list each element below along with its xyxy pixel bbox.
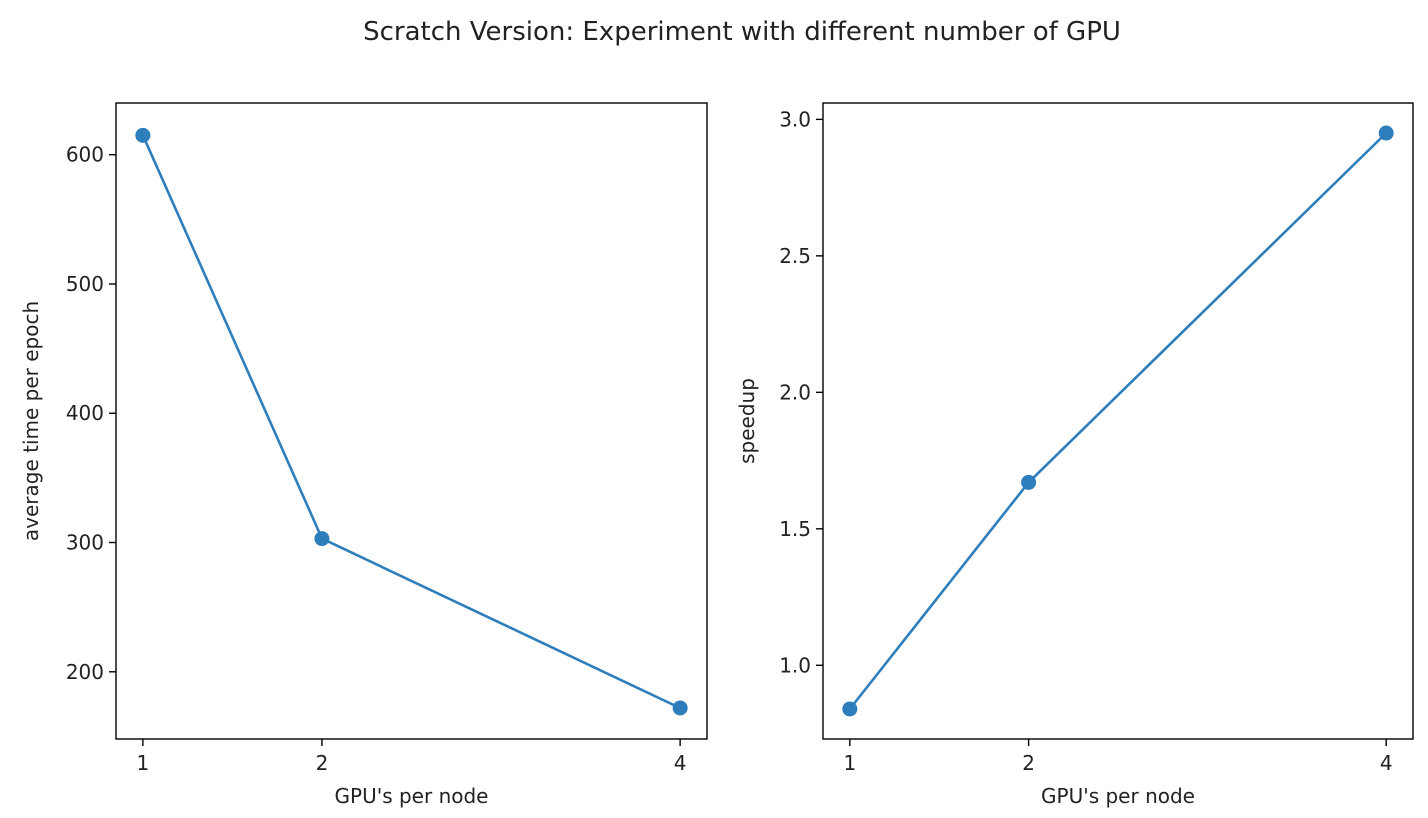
x-tick-label: 4 xyxy=(674,751,687,775)
subplot-2: 1 2 4 1.0 1.5 2.0 2.5 3.0 GPU's per node speedup xyxy=(735,102,1414,808)
y-tick-label: 2.5 xyxy=(779,244,811,268)
y-tick-label: 1.0 xyxy=(779,653,811,677)
x-axis-label: GPU's per node xyxy=(335,784,489,808)
data-point xyxy=(672,700,688,716)
y-tick-label: 2.0 xyxy=(779,380,811,404)
x-tick-label: 4 xyxy=(1380,751,1393,775)
y-tick-label: 300 xyxy=(66,531,104,555)
y-axis-label: average time per epoch xyxy=(19,301,43,541)
x-tick-label: 2 xyxy=(316,751,329,775)
x-axis-label: GPU's per node xyxy=(1041,784,1195,808)
y-tick-label: 1.5 xyxy=(779,517,811,541)
subplots: 1 2 4 200 300 400 500 600 GPU's per node average … xyxy=(19,102,1414,808)
data-point xyxy=(1021,474,1037,490)
y-tick-label: 500 xyxy=(66,272,104,296)
axes-frame xyxy=(822,102,1414,740)
axes-frame xyxy=(115,102,708,740)
y-tick-label: 600 xyxy=(66,143,104,167)
data-point xyxy=(842,701,858,717)
y-tick-label: 200 xyxy=(66,660,104,684)
figure-title: Scratch Version: Experiment with differe… xyxy=(363,17,1121,47)
subplot-1: 1 2 4 200 300 400 500 600 GPU's per node average … xyxy=(19,102,708,808)
y-tick-label: 400 xyxy=(66,401,104,425)
series-line xyxy=(141,134,681,710)
y-tick-label: 3.0 xyxy=(779,107,811,131)
x-tick-label: 1 xyxy=(843,751,856,775)
x-tick-label: 1 xyxy=(136,751,149,775)
data-point xyxy=(135,127,151,143)
data-point xyxy=(314,531,330,547)
y-axis-label: speedup xyxy=(735,378,759,464)
series-line xyxy=(848,132,1388,710)
data-point xyxy=(1378,125,1394,141)
x-tick-label: 2 xyxy=(1022,751,1035,775)
